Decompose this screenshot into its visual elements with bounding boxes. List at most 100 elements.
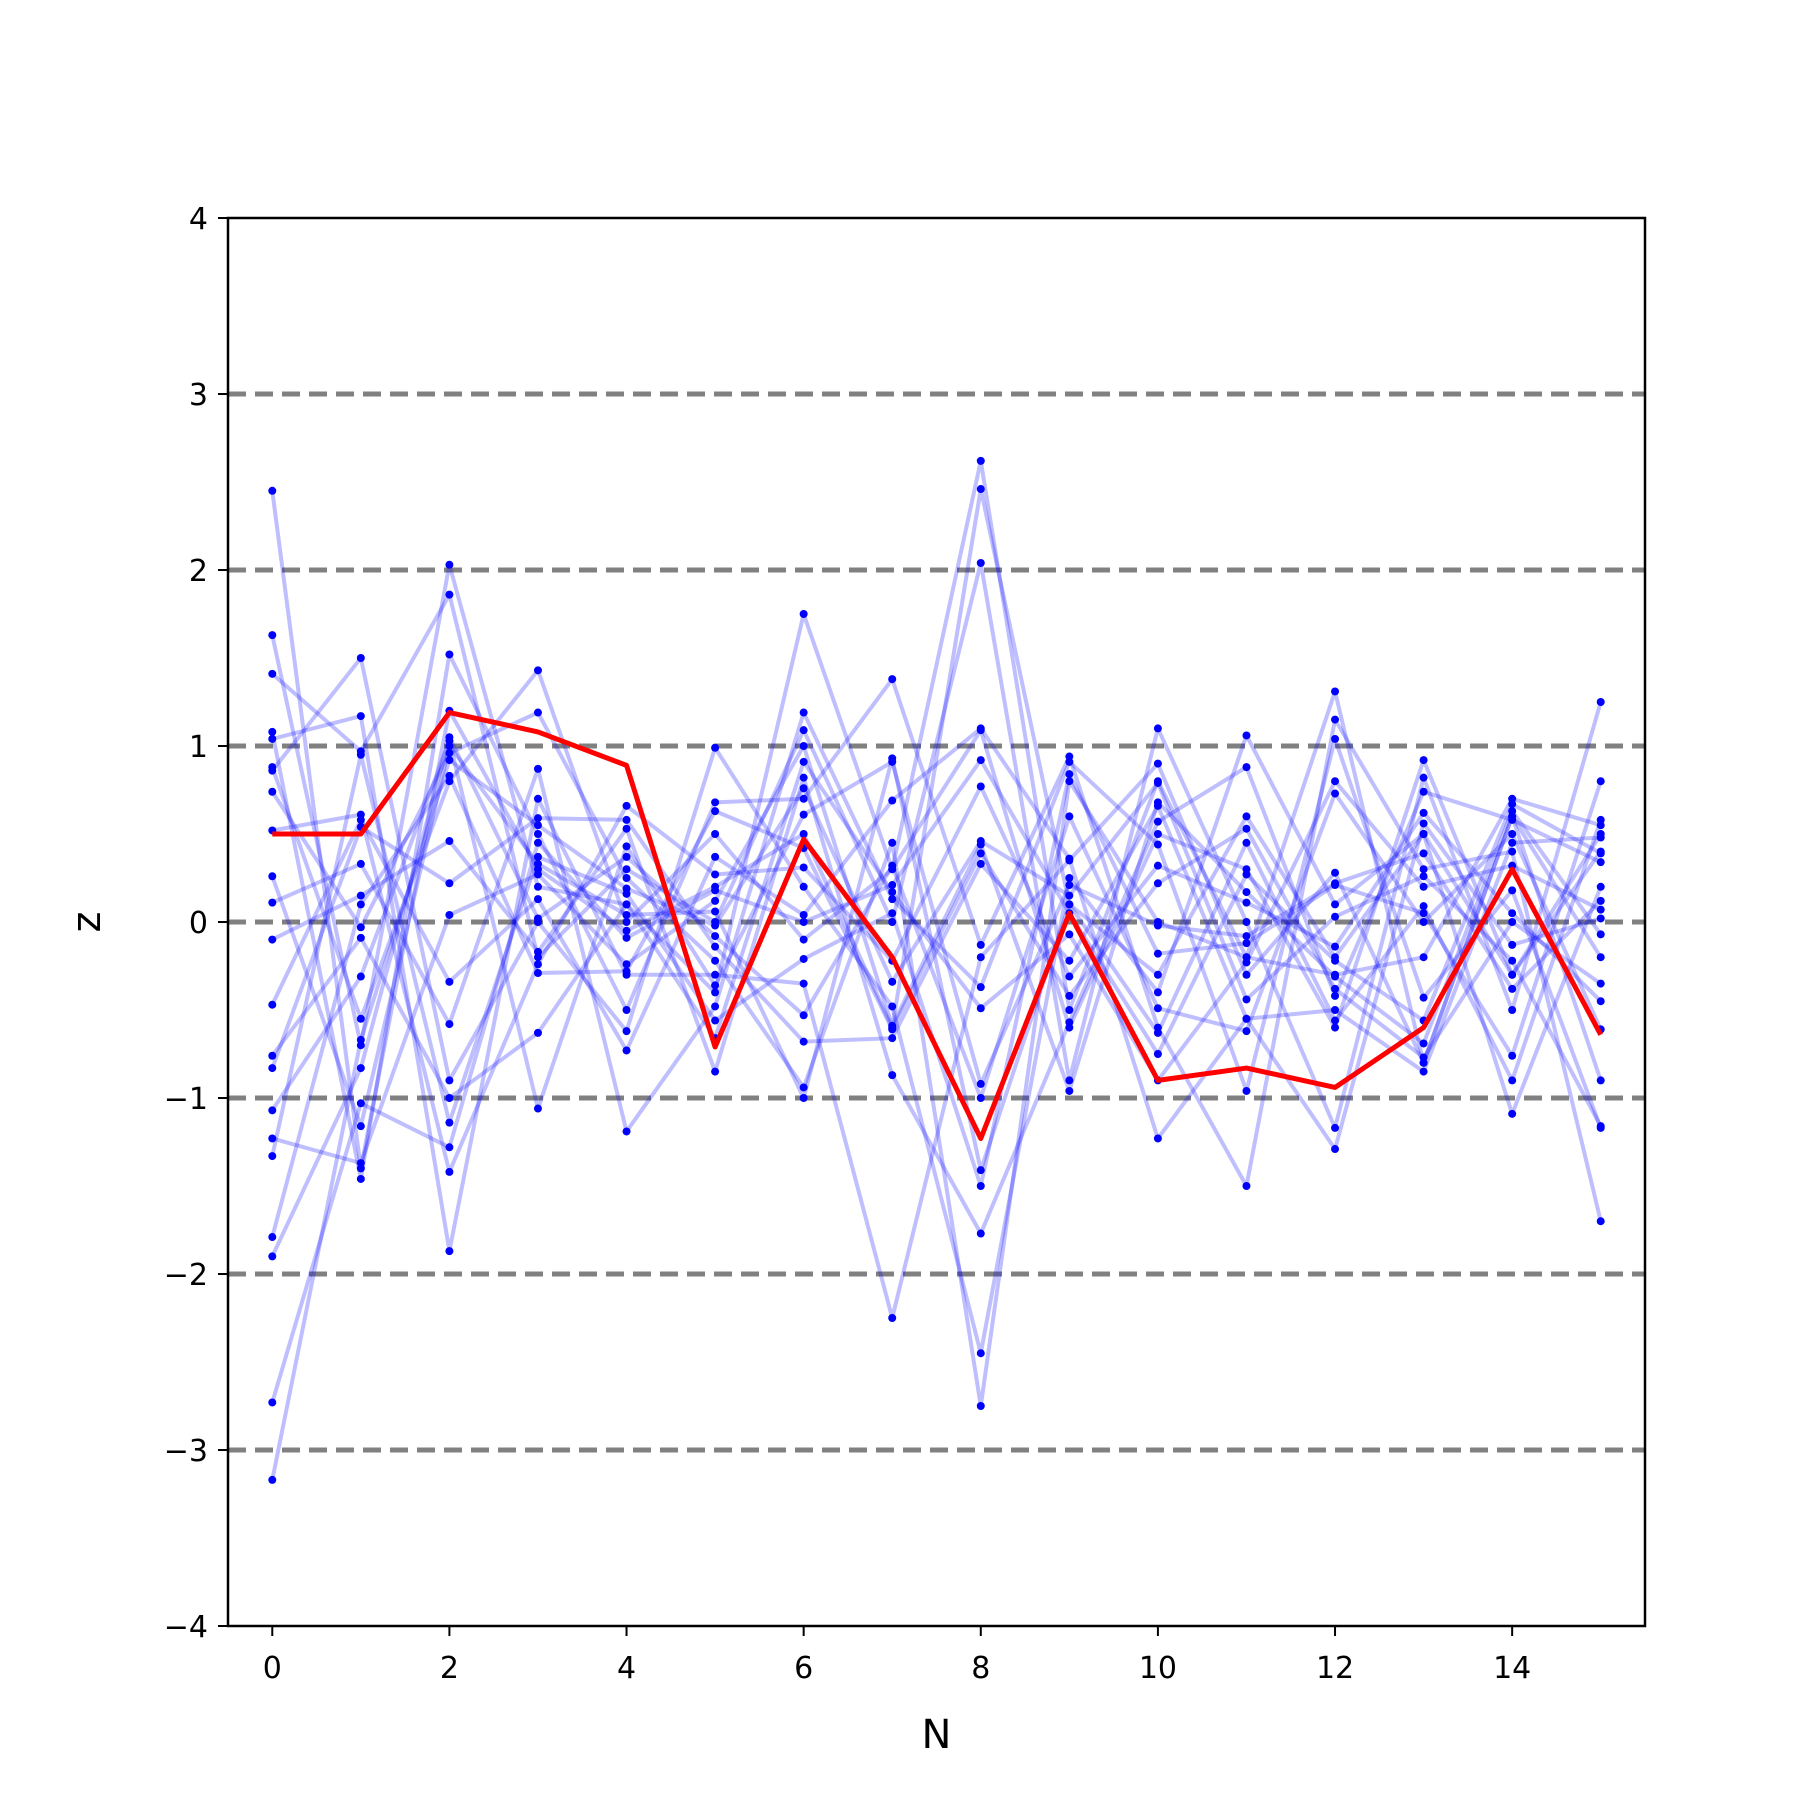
sample-point — [1508, 886, 1517, 895]
sample-point — [1331, 868, 1340, 877]
sample-series-line — [270, 652, 1603, 1222]
sample-point — [1065, 900, 1074, 909]
sample-point — [533, 814, 542, 823]
sample-point — [888, 895, 897, 904]
sample-point — [268, 1000, 277, 1009]
sample-point — [1596, 930, 1605, 939]
sample-point — [888, 675, 897, 684]
y-tick-label: 2 — [189, 554, 208, 589]
sample-point — [711, 798, 720, 807]
sample-point — [1331, 991, 1340, 1000]
sample-point — [976, 1094, 985, 1102]
sample-point — [1508, 830, 1517, 838]
sample-point — [711, 981, 720, 990]
sample-point — [268, 734, 277, 743]
sample-point — [711, 1067, 720, 1076]
sample-point — [799, 918, 808, 926]
sample-series-line — [271, 744, 1603, 1166]
sample-point — [1153, 921, 1162, 930]
sample-point — [1153, 1028, 1162, 1037]
sample-point — [711, 1016, 720, 1025]
sample-point — [711, 1002, 720, 1011]
sample-point — [888, 1071, 897, 1080]
sample-point — [1508, 861, 1517, 870]
sample-point — [268, 631, 277, 640]
sample-point — [1242, 731, 1251, 740]
sample-series-line — [270, 773, 1602, 1238]
sample-point — [799, 1011, 808, 1020]
sample-point — [976, 724, 985, 733]
sample-point — [268, 1475, 277, 1484]
sample-series-line — [270, 758, 1603, 1481]
sample-point — [976, 558, 985, 567]
sample-point — [356, 900, 365, 909]
sample-point — [711, 896, 720, 905]
sample-point — [1153, 759, 1162, 768]
sample-point — [268, 766, 277, 775]
sample-point — [1153, 949, 1162, 958]
sample-point — [1065, 1076, 1074, 1085]
sample-point — [268, 935, 277, 944]
sample-point — [1065, 770, 1074, 779]
sample-point — [1508, 918, 1517, 926]
sample-point — [533, 914, 542, 923]
sample-point — [1508, 807, 1517, 816]
sample-point — [1242, 1027, 1251, 1036]
sample-point — [1596, 833, 1605, 842]
sample-point — [533, 859, 542, 868]
sample-point — [622, 910, 631, 919]
sample-point — [1419, 1039, 1428, 1048]
sample-point — [799, 863, 808, 872]
sample-point — [445, 590, 454, 599]
sample-point — [1331, 881, 1340, 890]
sample-point — [1331, 1023, 1340, 1032]
sample-point — [799, 610, 808, 618]
sample-point — [799, 794, 808, 803]
sample-point — [533, 960, 542, 969]
y-axis-label: z — [64, 912, 110, 933]
sample-series-line — [270, 803, 1601, 1074]
x-tick-label: 2 — [440, 1651, 459, 1686]
sample-point — [976, 782, 985, 791]
sample-point — [356, 1099, 365, 1108]
sample-point — [445, 1076, 454, 1085]
sample-point — [1596, 777, 1605, 786]
sample-series-line — [270, 560, 1603, 1130]
sample-point — [533, 794, 542, 803]
sample-point — [1153, 817, 1162, 826]
sample-point — [1065, 956, 1074, 965]
sample-point — [268, 1106, 277, 1115]
y-tick-label: −4 — [164, 1610, 208, 1645]
highlight-series-line — [272, 710, 1603, 1141]
sample-point — [888, 1034, 897, 1043]
sample-point — [268, 669, 277, 678]
sample-point — [622, 815, 631, 824]
sample-point — [799, 773, 808, 782]
sample-point — [1596, 1122, 1605, 1131]
sample-point — [1331, 900, 1340, 909]
sample-point — [799, 726, 808, 735]
sample-point — [445, 1094, 454, 1102]
sample-point — [622, 852, 631, 861]
sample-point — [1508, 847, 1517, 856]
sample-point — [1508, 1006, 1517, 1014]
sample-point — [356, 933, 365, 942]
sample-point — [622, 1046, 631, 1055]
sample-point — [799, 1037, 808, 1046]
sample-point — [356, 891, 365, 900]
sample-point — [976, 837, 985, 846]
sample-point — [1242, 812, 1251, 821]
sample-point — [445, 650, 454, 659]
sample-point — [1242, 1182, 1251, 1190]
sample-point — [1065, 1018, 1074, 1027]
sample-point — [1508, 1076, 1517, 1085]
sample-point — [1331, 777, 1340, 786]
sample-point — [1596, 1217, 1605, 1226]
sample-point — [1331, 687, 1340, 696]
sample-point — [622, 926, 631, 935]
sample-point — [799, 935, 808, 944]
sample-point — [356, 972, 365, 981]
sample-point — [622, 801, 631, 810]
sample-point — [1065, 757, 1074, 766]
